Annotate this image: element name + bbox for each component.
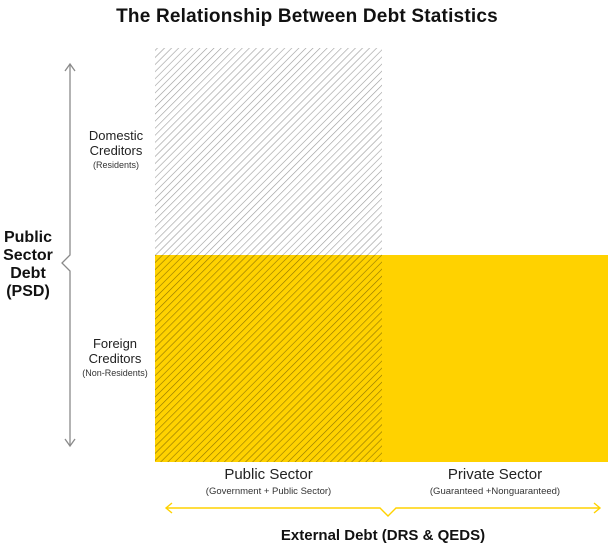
- block-private-foreign: [382, 255, 608, 462]
- row-label-domestic: Domestic Creditors (Residents): [78, 128, 154, 173]
- psd-label: Public Sector Debt (PSD): [0, 229, 56, 301]
- column-sub-public: (Government + Public Sector): [205, 486, 332, 497]
- column-label-public: Public Sector: [224, 466, 313, 483]
- diagram-title: The Relationship Between Debt Statistics: [116, 6, 498, 27]
- block-public-domestic: [155, 48, 382, 255]
- block-public-foreign-hatch: [155, 255, 382, 462]
- row-sub-foreign: (Non-Residents): [82, 368, 148, 378]
- external-debt-brace: [164, 502, 602, 517]
- psd-label-line3: Debt: [10, 265, 46, 282]
- row-label-foreign: Foreign Creditors (Non-Residents): [75, 336, 155, 381]
- row-label-domestic-line1: Domestic: [88, 128, 144, 143]
- psd-label-line2: Sector: [3, 247, 53, 264]
- row-sub-domestic: (Residents): [92, 160, 139, 170]
- column-label-private: Private Sector: [447, 466, 543, 483]
- row-label-foreign-line2: Creditors: [88, 351, 142, 366]
- psd-label-line4: (PSD): [6, 283, 50, 300]
- external-debt-label: External Debt (DRS & QEDS): [280, 527, 486, 544]
- row-label-foreign-line1: Foreign: [92, 336, 138, 351]
- psd-label-line1: Public: [3, 229, 52, 246]
- column-sub-private: (Guaranteed +Nonguaranteed): [429, 486, 561, 497]
- psd-brace: [61, 62, 76, 448]
- row-label-domestic-line2: Creditors: [89, 143, 143, 158]
